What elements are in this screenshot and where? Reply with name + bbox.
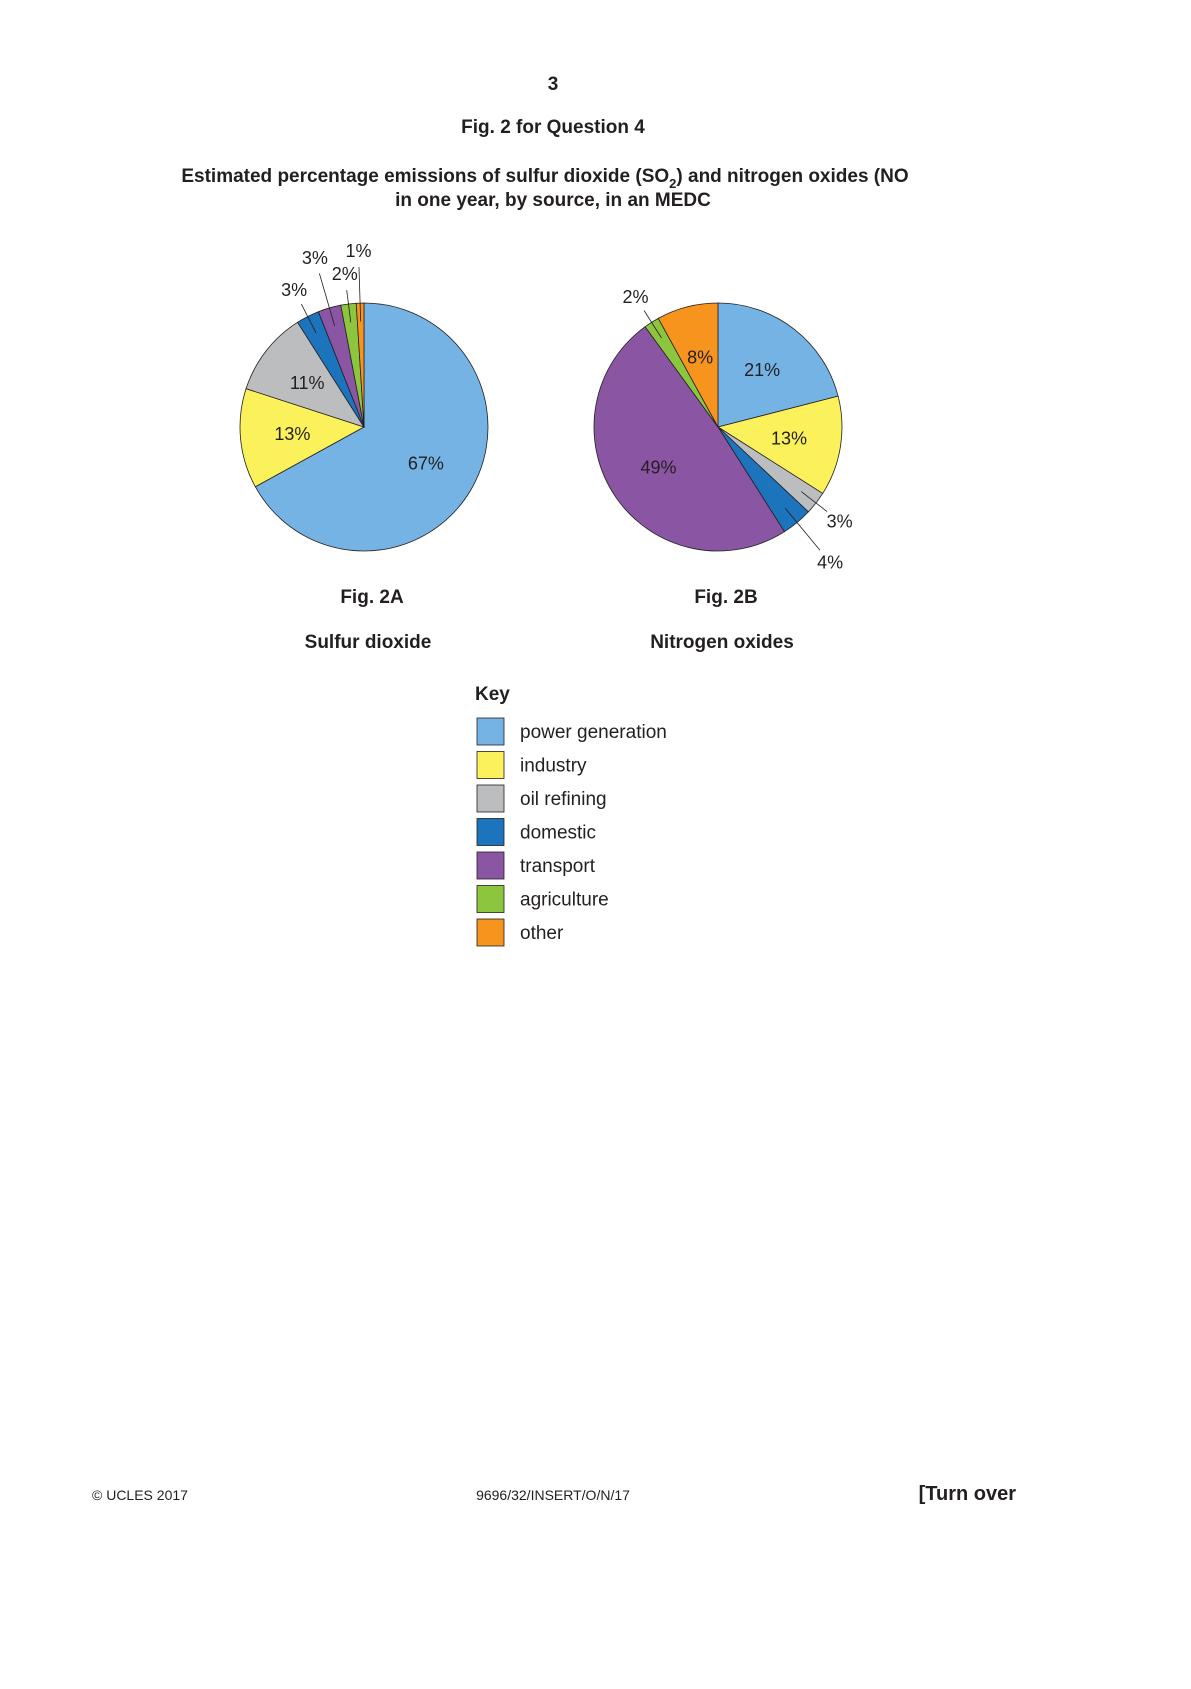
page-number: 3	[548, 74, 559, 95]
slice-label: 49%	[641, 457, 677, 477]
footer-right: [Turn over	[919, 1483, 1017, 1505]
title-line-2: in one year, by source, in an MEDC	[395, 190, 711, 211]
pie-slice	[254, 302, 489, 552]
footer-left: © UCLES 2017	[92, 1487, 188, 1503]
figure-subtitle: Sulfur dioxide	[305, 632, 432, 653]
figure-subtitle: Nitrogen oxides	[650, 632, 794, 653]
key-title: Key	[475, 684, 510, 705]
leader-line	[358, 267, 362, 322]
key-label: transport	[520, 856, 596, 877]
slice-label: 3%	[281, 280, 307, 300]
leader-line	[784, 507, 821, 551]
figure-heading: Fig. 2 for Question 4	[461, 117, 645, 138]
pie-slice	[657, 302, 719, 428]
pie-slice	[717, 395, 843, 494]
title-line-1: Estimated percentage emissions of sulfur…	[181, 166, 908, 191]
slice-label: 13%	[771, 428, 807, 448]
key-swatch	[476, 717, 505, 746]
slice-label: 8%	[687, 347, 713, 367]
key-swatch	[476, 851, 505, 880]
key-label: other	[520, 923, 564, 944]
slice-label: 11%	[290, 373, 325, 393]
title-subscript: 2	[669, 176, 676, 191]
key-swatch	[476, 918, 505, 947]
leader-line	[801, 491, 828, 512]
pie-slice	[239, 388, 366, 488]
slice-label: 67%	[408, 454, 444, 474]
leader-line	[346, 290, 352, 323]
figure-label: Fig. 2A	[340, 587, 404, 608]
key-label: oil refining	[520, 789, 607, 810]
figure-label: Fig. 2B	[694, 587, 757, 608]
slice-label: 1%	[345, 241, 371, 261]
slice-label: 2%	[622, 287, 648, 307]
key-swatch	[476, 784, 505, 813]
pie-slice	[593, 326, 785, 552]
key-label: domestic	[520, 823, 596, 844]
slice-label: 3%	[302, 248, 328, 268]
key-swatch	[476, 885, 505, 913]
key-label: power generation	[520, 722, 667, 743]
key-label: industry	[520, 756, 587, 777]
key-label: agriculture	[520, 890, 609, 911]
leader-line	[300, 303, 317, 334]
footer-center: 9696/32/INSERT/O/N/17	[476, 1487, 630, 1503]
key-swatch	[476, 818, 505, 846]
pie-slice	[717, 302, 839, 428]
slice-label: 21%	[744, 360, 780, 380]
slice-label: 4%	[817, 553, 843, 573]
slice-label: 3%	[827, 511, 853, 531]
pie-slice	[245, 321, 365, 428]
slice-label: 2%	[332, 264, 358, 284]
title-part: Estimated percentage emissions of sulfur…	[181, 166, 669, 187]
key-swatch	[476, 751, 505, 779]
leader-line	[643, 310, 662, 339]
leader-line	[318, 273, 335, 326]
title-part: ) and nitrogen oxides (NO	[676, 166, 908, 187]
slice-label: 13%	[274, 424, 310, 444]
